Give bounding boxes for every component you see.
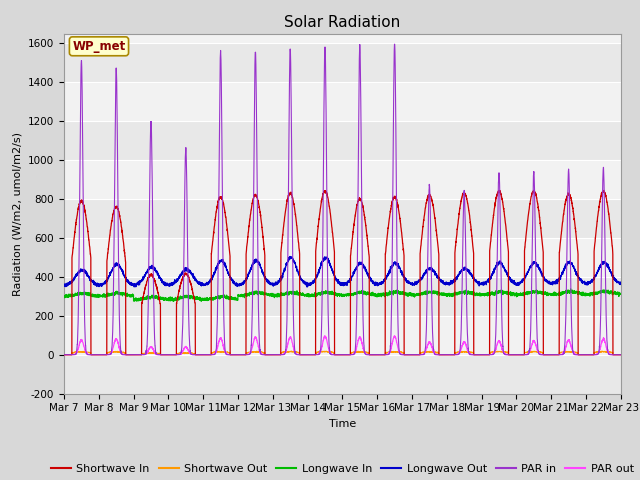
Y-axis label: Radiation (W/m2, umol/m2/s): Radiation (W/m2, umol/m2/s) [12,132,22,296]
Bar [64,43,621,82]
Title: Solar Radiation: Solar Radiation [284,15,401,30]
Text: WP_met: WP_met [72,40,125,53]
Bar [64,355,621,394]
Legend: Shortwave In, Shortwave Out, Longwave In, Longwave Out, PAR in, PAR out: Shortwave In, Shortwave Out, Longwave In… [46,459,639,478]
Bar [64,199,621,238]
Bar [64,277,621,316]
Bar [64,121,621,160]
X-axis label: Time: Time [329,419,356,429]
